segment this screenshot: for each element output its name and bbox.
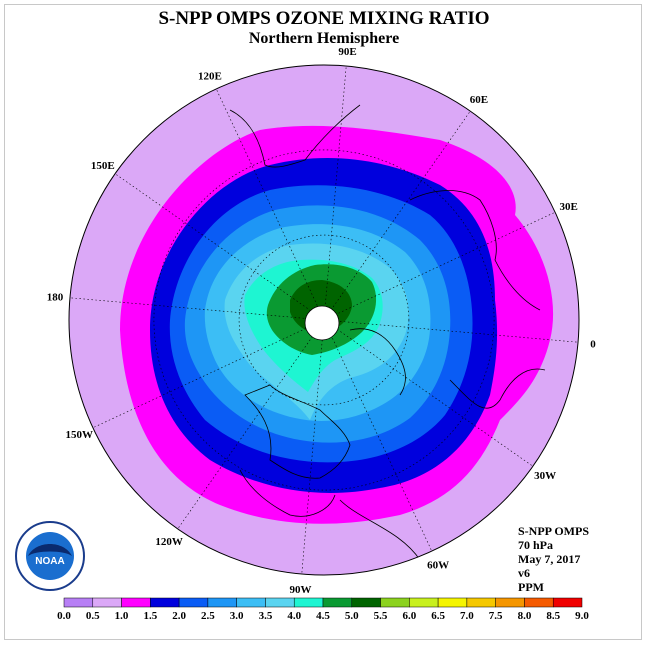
north-america-outline xyxy=(244,384,351,479)
longitude-label: 90W xyxy=(289,584,311,596)
longitude-label: 120E xyxy=(198,70,222,82)
meridian-line xyxy=(69,297,325,321)
polar-data-gap xyxy=(304,305,340,341)
colorbar-tick-label: 1.0 xyxy=(115,610,129,622)
longitude-label: 90E xyxy=(338,46,356,58)
colorbar-swatch xyxy=(437,597,468,608)
greenland-outline xyxy=(349,328,406,396)
longitude-label: 180 xyxy=(47,291,64,303)
map-title: S-NPP OMPS OZONE MIXING RATIO xyxy=(158,8,490,29)
europe-asia-outline xyxy=(409,190,541,311)
meridian-line xyxy=(215,88,325,321)
colorbar-tick-label: 2.5 xyxy=(201,610,215,622)
units-label: PPM xyxy=(518,580,544,594)
south-america-outline xyxy=(339,499,421,575)
colorbar-tick-label: 4.5 xyxy=(316,610,330,622)
pressure-level-label: 70 hPa xyxy=(518,538,554,552)
africa-outline xyxy=(449,368,546,409)
colorbar-swatch xyxy=(178,597,209,608)
coastlines xyxy=(229,104,546,575)
colorbar-tick-label: 3.5 xyxy=(259,610,273,622)
latitude-circle xyxy=(238,234,410,406)
colorbar-swatch xyxy=(150,597,180,608)
colorbar-tick-label: 5.0 xyxy=(345,610,359,622)
meridian-line xyxy=(114,173,325,321)
map-subtitle: Northern Hemisphere xyxy=(248,30,400,47)
date-label: May 7, 2017 xyxy=(518,552,581,566)
central-america-outline xyxy=(239,469,336,517)
instrument-label: S-NPP OMPS xyxy=(518,524,589,538)
colorbar-swatch xyxy=(265,597,295,608)
colorbar-swatch xyxy=(293,597,324,608)
asia-east-outline xyxy=(229,104,361,168)
meridian-line xyxy=(323,319,579,343)
colorbar-tick-label: 5.5 xyxy=(374,610,388,622)
colorbar-swatch xyxy=(351,597,381,608)
colorbar-tick-label: 8.5 xyxy=(546,610,560,622)
meridian-line xyxy=(301,319,325,575)
colorbar-swatch xyxy=(552,597,583,608)
meridian-line xyxy=(323,319,534,467)
meridian-line xyxy=(177,319,325,530)
colorbar-swatch xyxy=(466,597,496,608)
colorbar-tick-label: 6.0 xyxy=(402,610,416,622)
latitude-circle xyxy=(153,149,495,491)
longitude-label: 150E xyxy=(91,160,115,172)
figure-frame xyxy=(4,4,642,640)
longitude-label: 30W xyxy=(534,470,556,482)
longitude-label: 0 xyxy=(590,339,596,351)
logo-bird xyxy=(28,544,72,556)
colorbar-swatch xyxy=(495,597,525,608)
logo-disc xyxy=(26,532,74,580)
colorbar-tick-label: 7.0 xyxy=(460,610,474,622)
longitude-label: 30E xyxy=(560,201,578,213)
colorbar-swatch xyxy=(322,597,353,608)
longitude-label: 60E xyxy=(470,94,488,106)
colorbar-tick-label: 9.0 xyxy=(575,610,589,622)
noaa-logo: NOAA xyxy=(15,521,85,591)
graticule xyxy=(69,65,579,575)
meridian-line xyxy=(323,65,347,321)
colorbar-tick-label: 3.0 xyxy=(230,610,244,622)
colorbar-swatch xyxy=(207,597,237,608)
longitude-label: 60W xyxy=(427,560,449,572)
colorbar-swatch xyxy=(409,597,439,608)
meridian-line xyxy=(323,110,471,321)
longitude-labels: 90E 60E 30E 0 30W 60W 90W 120W 150W 180 150E 120E xyxy=(47,46,596,596)
meridian-line xyxy=(323,319,433,552)
meridian-line xyxy=(323,211,556,321)
colorbar-tick-label: 0.0 xyxy=(57,610,71,622)
colorbar-swatch xyxy=(121,597,151,608)
colorbar-tick-label: 1.5 xyxy=(143,610,157,622)
colorbar-tick-label: 2.0 xyxy=(172,610,186,622)
colorbar-swatch xyxy=(236,597,266,608)
meridian-line xyxy=(92,319,325,429)
longitude-label: 120W xyxy=(155,536,183,548)
colorbar-tick-label: 4.0 xyxy=(287,610,301,622)
version-label: v6 xyxy=(518,566,530,580)
colorbar-tick-labels: 0.0 0.5 1.0 1.5 2.0 2.5 3.0 3.5 4.0 4.5 5.0 5.5 6.0 6… xyxy=(57,610,589,622)
colorbar-tick-label: 0.5 xyxy=(86,610,100,622)
map-info: S-NPP OMPS 70 hPa May 7, 2017 v6 PPM xyxy=(518,524,589,594)
colorbar-swatch xyxy=(380,597,410,608)
colorbar-tick-label: 8.0 xyxy=(518,610,532,622)
longitude-label: 150W xyxy=(66,429,94,441)
logo-text: NOAA xyxy=(35,556,64,567)
colorbar-swatch xyxy=(63,597,94,608)
colorbar-swatch xyxy=(524,597,554,608)
map-boundary xyxy=(68,64,580,576)
colorbar-swatch xyxy=(92,597,122,608)
colorbar-swatches xyxy=(63,597,583,608)
colorbar-tick-label: 7.5 xyxy=(489,610,503,622)
colorbar-tick-label: 6.5 xyxy=(431,610,445,622)
